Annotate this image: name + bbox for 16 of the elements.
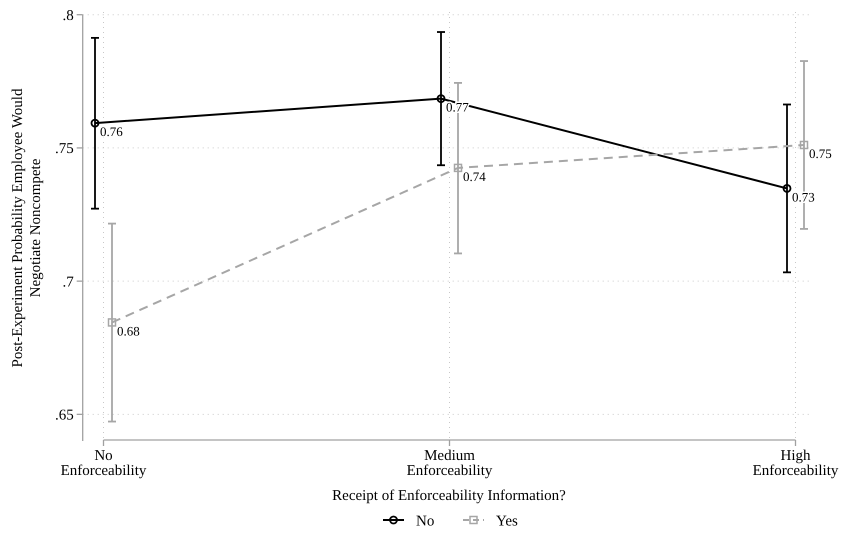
legend-title: Receipt of Enforceability Information? (332, 488, 566, 504)
x-tick-label: High Enforceability (752, 448, 839, 479)
y-tick-label: .75 (54, 141, 74, 158)
y-tick-label: .8 (62, 8, 74, 24)
y-tick-label: .65 (54, 408, 74, 424)
y-tick-label: .7 (62, 274, 74, 290)
x-tick-label: Medium Enforceability (406, 448, 493, 479)
data-label: 0.74 (463, 168, 486, 184)
data-label: 0.73 (792, 189, 815, 204)
data-label: 0.75 (809, 146, 832, 161)
legend-label: Yes (496, 513, 518, 530)
legend-label: No (416, 513, 434, 530)
data-label: 0.76 (100, 124, 124, 140)
data-label: 0.68 (117, 323, 140, 338)
x-tick-label: No Enforceability (60, 448, 147, 479)
y-axis-title: Post-Experiment Probability Employee Would Negotiate Noncompete (10, 88, 44, 368)
